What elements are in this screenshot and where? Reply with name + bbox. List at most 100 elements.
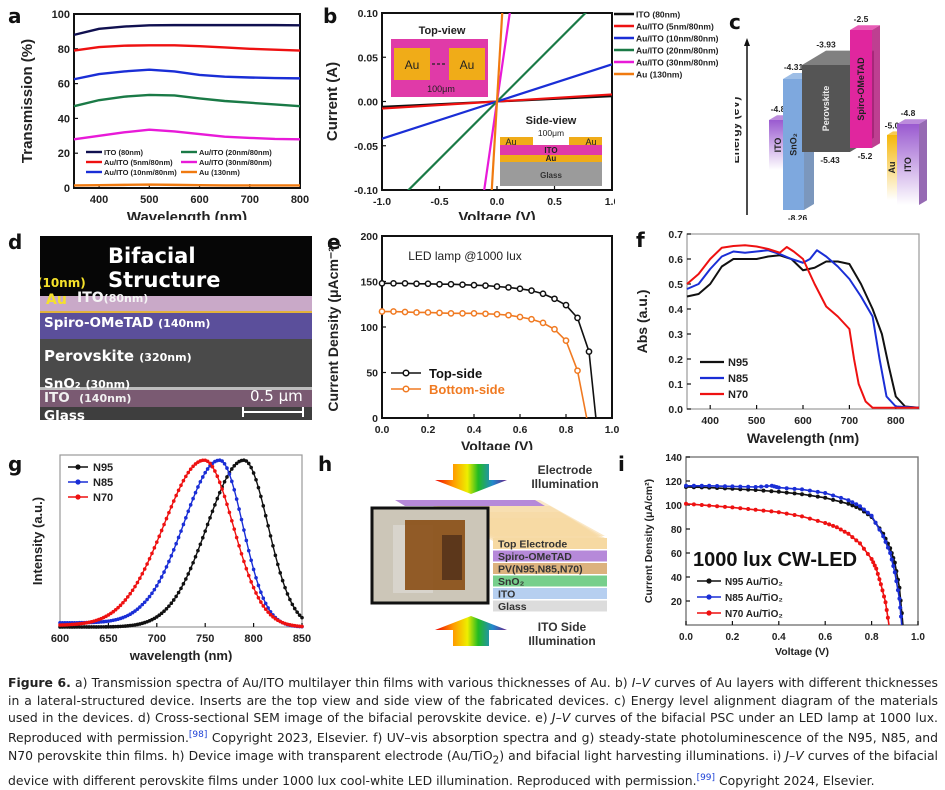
data-point (215, 496, 220, 501)
data-point (135, 607, 140, 611)
data-point (174, 541, 178, 546)
legend-marker-1 (75, 479, 81, 485)
panel-label-a: a (8, 4, 22, 28)
x-tick-label: -0.5 (430, 196, 448, 208)
data-point (769, 489, 774, 494)
data-point (239, 551, 244, 556)
data-point (155, 540, 159, 544)
top-level-0: -4.8 (771, 104, 786, 114)
x-tick-label: 0.6 (818, 632, 832, 643)
data-point (244, 538, 249, 543)
data-point (159, 528, 164, 533)
x-tick-label: 400 (701, 415, 719, 427)
sem-ito-thickness: (80nm) (103, 292, 149, 305)
data-point (171, 598, 176, 602)
data-point (715, 504, 720, 509)
data-point (123, 598, 128, 602)
data-point (493, 310, 501, 318)
x-tick-label: 700 (241, 194, 259, 206)
data-point (217, 480, 222, 485)
data-point (147, 557, 152, 561)
top-level-5: -4.8 (901, 108, 916, 118)
data-point (179, 586, 183, 591)
x-axis-label: Voltage (V) (775, 646, 829, 658)
data-point (210, 509, 215, 514)
data-point (551, 295, 558, 303)
data-point (118, 603, 123, 608)
data-point (215, 474, 220, 479)
data-point (169, 504, 174, 509)
x-axis-label: Wavelength (nm) (127, 209, 247, 220)
data-point (188, 566, 193, 571)
data-point (266, 524, 270, 528)
sem-spiro-layer (40, 313, 312, 339)
y-tick-label: 200 (360, 231, 378, 243)
x-tick-label: 0.4 (467, 424, 482, 436)
data-point (138, 605, 142, 609)
y-tick-label: 50 (366, 368, 378, 380)
bar-front-4 (887, 135, 897, 200)
inset-side-ito-label: ITO (544, 146, 557, 155)
scale-bar-right-tick (302, 407, 304, 417)
x-axis-label: Voltage (V) (461, 438, 533, 450)
data-point (268, 612, 273, 617)
legend-label-5: Au (130nm) (636, 70, 682, 80)
series-line-1 (73, 44, 301, 52)
layer-label-2: PV(N95,N85,N70) (498, 564, 583, 576)
data-point (259, 494, 263, 499)
sem-ito-bottom-layer (40, 390, 312, 407)
sem-sno2-label: SnO₂ (30nm) (44, 376, 130, 392)
data-point (208, 461, 212, 466)
top-arrow-label-2: Illumination (531, 477, 598, 491)
data-point (273, 553, 278, 558)
data-point (707, 503, 712, 508)
reference-link[interactable]: [99] (696, 772, 716, 783)
top-level-3: -2.5 (854, 14, 869, 24)
legend-label-0: ITO (80nm) (636, 10, 680, 20)
data-point (246, 461, 251, 466)
legend-label-0: N95 Au/TiO₂ (725, 577, 783, 588)
data-point (528, 287, 535, 294)
legend-label-1: Bottom-side (429, 382, 505, 397)
data-point (179, 529, 183, 533)
data-point (232, 527, 237, 531)
sem-ito-top-layer (40, 296, 312, 312)
data-point (261, 604, 266, 608)
data-point (208, 516, 212, 520)
legend-label-3: Au/ITO (20nm/80nm) (636, 46, 719, 56)
x-tick-label: 800 (887, 415, 905, 427)
legend-marker-1 (402, 385, 410, 393)
caption-text: curves of Au layers with different thick… (8, 675, 938, 726)
top-level-2: -3.93 (816, 40, 836, 50)
data-point (838, 495, 843, 500)
chart-a-transmission: 400 500 600 700 800 0 20 40 60 80 100 Wavelength (n… (19, 9, 309, 220)
data-point (300, 615, 304, 620)
y-tick-label: 140 (665, 453, 682, 464)
data-point (159, 611, 164, 616)
data-point (198, 542, 203, 547)
y-tick-label: 40 (671, 573, 683, 584)
plot-frame (59, 454, 303, 628)
sem-ito-bottom-name: ITO (44, 390, 70, 406)
data-point (225, 466, 229, 470)
data-point (884, 607, 889, 612)
data-point (585, 348, 593, 355)
bottom-illumination-arrow (435, 616, 507, 646)
data-point (776, 485, 781, 490)
x-tick-label: 0.8 (865, 632, 879, 643)
data-point (244, 459, 249, 463)
data-point (891, 564, 896, 569)
data-point (761, 508, 766, 513)
reference-link[interactable]: [98] (188, 729, 208, 740)
sem-au-layer (40, 311, 312, 313)
data-point (872, 563, 877, 568)
data-point (230, 479, 234, 484)
y-tick-label: 0.05 (358, 52, 379, 64)
inset-side-au-right-label: Au (585, 137, 596, 147)
data-point (184, 474, 188, 479)
bottom-arrow-label-1: ITO Side (538, 620, 587, 634)
data-point (746, 484, 751, 489)
inset-side-title: Side-view (526, 115, 577, 127)
data-point (150, 551, 154, 556)
data-point (861, 546, 866, 551)
